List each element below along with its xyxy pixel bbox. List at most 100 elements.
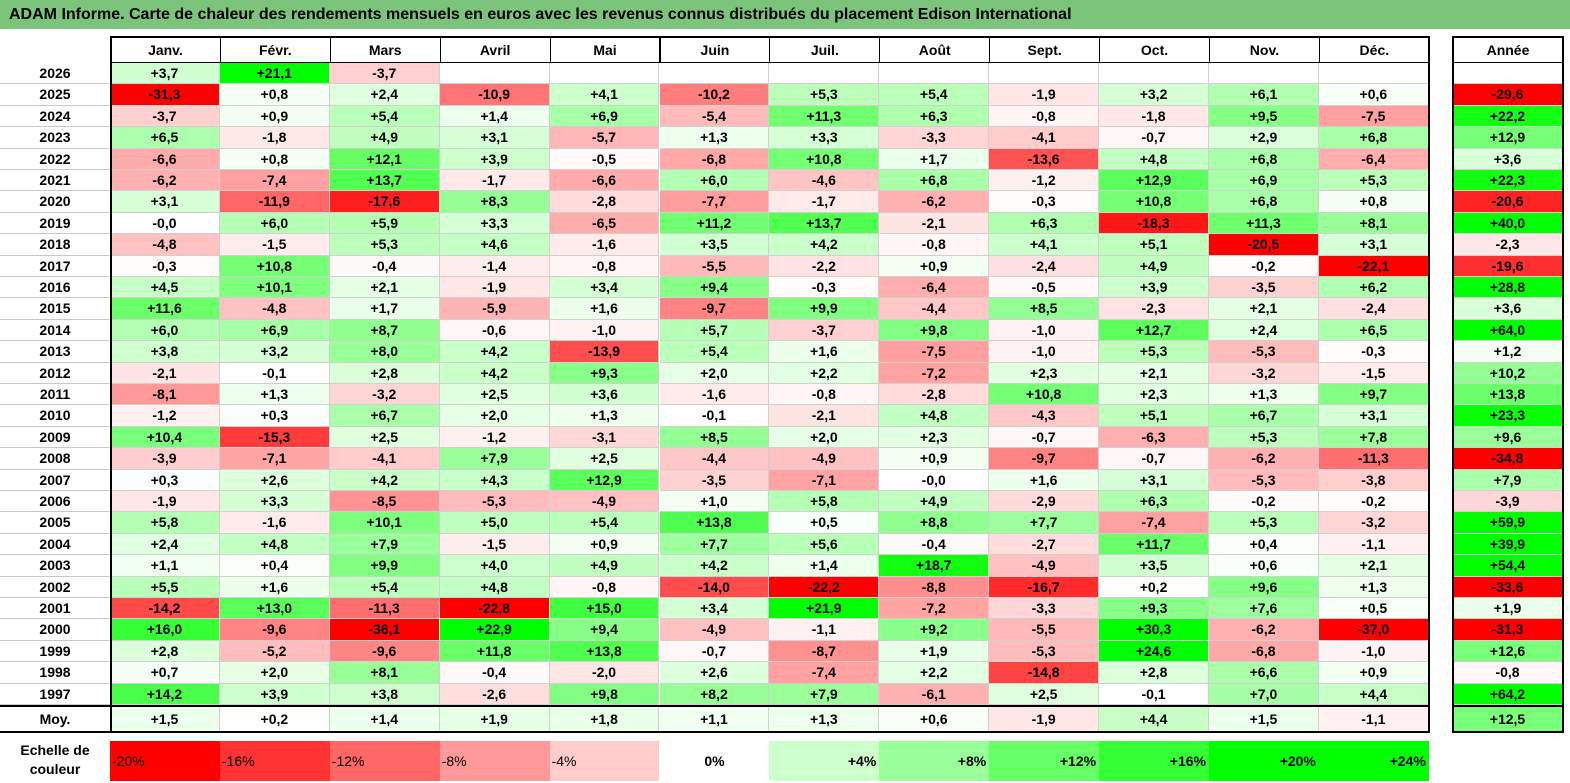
- heatmap-cell: -0,4: [439, 662, 550, 684]
- heatmap-cell: +3,9: [219, 683, 330, 705]
- heatmap-cell: -6,3: [1099, 426, 1209, 449]
- heatmap-cell: +5,4: [879, 84, 990, 106]
- heatmap-cell: -5,5: [989, 619, 1100, 641]
- heatmap-cell: +1,9: [879, 640, 990, 663]
- heatmap-cell: -15,3: [219, 426, 330, 449]
- heatmap-cell: +1,3: [659, 127, 770, 149]
- average-annual-cell: +12,5: [1452, 706, 1564, 733]
- heatmap-cell: -22,2: [769, 576, 880, 598]
- heatmap-cell: -0,0: [110, 212, 220, 235]
- heatmap-cell: +0,4: [1209, 533, 1319, 556]
- heatmap-cell: +6,3: [879, 105, 990, 128]
- average-cell: +1,4: [329, 706, 440, 733]
- heatmap-cell: +4,2: [439, 362, 550, 384]
- heatmap-cell: -7,7: [659, 191, 770, 213]
- heatmap-cell: +4,6: [439, 234, 550, 256]
- month-header: Nov.: [1209, 36, 1320, 63]
- heatmap-cell: [769, 63, 880, 85]
- year-column-bottom: [0, 731, 110, 733]
- heatmap-cell: -1,1: [1318, 533, 1429, 556]
- heatmap-cell: +1,1: [110, 555, 220, 577]
- heatmap-cell: +3,1: [1318, 405, 1429, 427]
- heatmap-cell: +4,9: [549, 555, 660, 577]
- year-label: 2011: [0, 384, 110, 406]
- heatmap-cell: +6,5: [110, 127, 220, 149]
- heatmap-cell: +2,0: [219, 662, 330, 684]
- heatmap-cell: +5,1: [1099, 405, 1209, 427]
- heatmap-cell: +10,4: [110, 426, 220, 449]
- heatmap-cell: +6,9: [219, 319, 330, 342]
- heatmap-cell: +4,2: [329, 469, 440, 491]
- heatmap-cell: -0,7: [989, 426, 1100, 449]
- heatmap-cell: -8,5: [329, 491, 440, 513]
- heatmap-cell: +6,1: [1209, 84, 1319, 106]
- month-header: Juil.: [769, 36, 881, 63]
- heatmap-cell: +6,9: [549, 105, 660, 128]
- heatmap-cell: -31,3: [110, 84, 220, 106]
- heatmap-cell: -2,4: [1318, 298, 1429, 320]
- heatmap-cell: +9,9: [769, 298, 880, 320]
- heatmap-cell: -0,3: [110, 255, 220, 277]
- heatmap-cell: +1,3: [219, 384, 330, 406]
- heatmap-cell: +6,8: [879, 170, 990, 192]
- heatmap-cell: -4,9: [769, 448, 880, 470]
- heatmap-cell: -6,6: [110, 148, 220, 170]
- heatmap-cell: +4,2: [439, 341, 550, 363]
- heatmap-cell: -9,6: [329, 640, 440, 663]
- heatmap-cell: +2,1: [1318, 555, 1429, 577]
- annual-total-cell: +22,3: [1452, 170, 1564, 192]
- heatmap-cell: +3,8: [329, 683, 440, 705]
- heatmap-cell: -3,7: [110, 105, 220, 128]
- heatmap-cell: +1,3: [549, 405, 660, 427]
- heatmap-cell: +2,4: [329, 84, 440, 106]
- heatmap-cell: +8,2: [659, 683, 770, 705]
- average-separator: [0, 705, 1430, 707]
- heatmap-cell: +0,5: [1318, 598, 1429, 620]
- heatmap-cell: -1,8: [1099, 105, 1209, 128]
- annual-total-cell: +54,4: [1452, 555, 1564, 577]
- heatmap-cell: -5,3: [989, 640, 1100, 663]
- heatmap-cell: -1,0: [989, 319, 1100, 342]
- heatmap-cell: +3,1: [1318, 234, 1429, 256]
- heatmap-cell: -2,9: [989, 491, 1100, 513]
- heatmap-cell: +6,8: [1209, 191, 1319, 213]
- heatmap-cell: +13,0: [219, 598, 330, 620]
- heatmap-cell: +11,8: [439, 640, 550, 663]
- heatmap-cell: -3,3: [989, 598, 1100, 620]
- heatmap-cell: +0,6: [1318, 84, 1429, 106]
- annual-total-cell: +10,2: [1452, 362, 1564, 384]
- annual-total-cell: [1452, 63, 1564, 85]
- heatmap-cell: -0,1: [1099, 683, 1209, 705]
- heatmap-cell: -3,9: [110, 448, 220, 470]
- heatmap-cell: -8,8: [879, 576, 990, 598]
- heatmap-cell: +2,8: [1099, 662, 1209, 684]
- heatmap-cell: +8,1: [329, 662, 440, 684]
- heatmap-cell: +12,9: [549, 469, 660, 491]
- heatmap-cell: -4,8: [110, 234, 220, 256]
- year-label: 2020: [0, 191, 110, 213]
- heatmap-cell: +3,4: [659, 598, 770, 620]
- heatmap-cell: +11,3: [769, 105, 880, 128]
- heatmap-cell: +6,2: [1318, 277, 1429, 299]
- year-label: 2019: [0, 212, 110, 235]
- heatmap-cell: +2,0: [439, 405, 550, 427]
- heatmap-cell: +15,0: [549, 598, 660, 620]
- annual-total-cell: +3,6: [1452, 298, 1564, 320]
- year-label: 2023: [0, 127, 110, 149]
- heatmap-cell: -8,1: [110, 384, 220, 406]
- year-label: 2009: [0, 426, 110, 449]
- heatmap-cell: +1,6: [769, 341, 880, 363]
- year-label: 2024: [0, 105, 110, 128]
- heatmap-cell: +4,8: [439, 576, 550, 598]
- heatmap-cell: +5,8: [769, 491, 880, 513]
- heatmap-cell: +8,8: [879, 512, 990, 534]
- heatmap-cell: -1,7: [769, 191, 880, 213]
- heatmap-cell: +2,5: [549, 448, 660, 470]
- heatmap-cell: +3,7: [110, 63, 220, 85]
- heatmap-cell: -1,2: [110, 405, 220, 427]
- heatmap-cell: +2,1: [1209, 298, 1319, 320]
- heatmap-cell: -6,2: [1209, 619, 1319, 641]
- heatmap-cell: -14,0: [659, 576, 770, 598]
- year-label: 2026: [0, 63, 110, 85]
- heatmap-cell: -7,4: [1099, 512, 1209, 534]
